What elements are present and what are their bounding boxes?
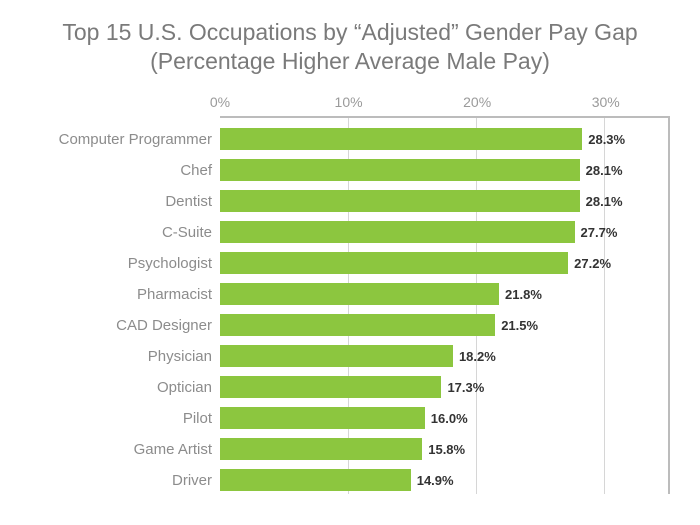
category-label: Computer Programmer: [22, 131, 212, 148]
bar-row: Pilot16.0%: [220, 405, 668, 432]
category-label: Pilot: [22, 410, 212, 427]
bar: [220, 314, 495, 336]
bar-row: Physician18.2%: [220, 343, 668, 370]
plot-area: Computer Programmer28.3% Chef28.1% Dentist…: [220, 116, 670, 494]
value-label: 21.8%: [505, 287, 542, 302]
bar-row: Pharmacist21.8%: [220, 281, 668, 308]
value-label: 27.7%: [581, 225, 618, 240]
bar-row: Driver14.9%: [220, 467, 668, 494]
value-label: 21.5%: [501, 318, 538, 333]
category-label: Game Artist: [22, 441, 212, 458]
x-tick-label: 10%: [335, 94, 363, 110]
bar: [220, 221, 575, 243]
value-label: 15.8%: [428, 442, 465, 457]
category-label: Dentist: [22, 193, 212, 210]
bar: [220, 190, 580, 212]
bar: [220, 469, 411, 491]
bar: [220, 283, 499, 305]
chart-wrap: 0% 10% 20% 30% Computer Programmer28.3% Chef…: [30, 94, 670, 494]
x-tick-label: 0%: [210, 94, 230, 110]
bar-row: Computer Programmer28.3%: [220, 126, 668, 153]
category-label: CAD Designer: [22, 317, 212, 334]
category-label: Psychologist: [22, 255, 212, 272]
bar: [220, 407, 425, 429]
x-tick-label: 20%: [463, 94, 491, 110]
x-axis-ticks: 0%10%20%30%: [220, 94, 670, 116]
bar-row: Optician17.3%: [220, 374, 668, 401]
chart-title-line-1: Top 15 U.S. Occupations by “Adjusted” Ge…: [62, 19, 637, 45]
bar-row: Psychologist27.2%: [220, 250, 668, 277]
bar-row: C-Suite27.7%: [220, 219, 668, 246]
category-label: Optician: [22, 379, 212, 396]
bar-row: Game Artist15.8%: [220, 436, 668, 463]
bar: [220, 252, 568, 274]
value-label: 27.2%: [574, 256, 611, 271]
chart-title: Top 15 U.S. Occupations by “Adjusted” Ge…: [0, 0, 700, 76]
category-label: Pharmacist: [22, 286, 212, 303]
chart-title-line-2: (Percentage Higher Average Male Pay): [150, 48, 550, 74]
category-label: Physician: [22, 348, 212, 365]
category-label: Driver: [22, 472, 212, 489]
value-label: 16.0%: [431, 411, 468, 426]
bar-row: Dentist28.1%: [220, 188, 668, 215]
value-label: 14.9%: [417, 473, 454, 488]
bar-row: Chef28.1%: [220, 157, 668, 184]
bar: [220, 128, 582, 150]
bar-row: CAD Designer21.5%: [220, 312, 668, 339]
value-label: 28.1%: [586, 163, 623, 178]
bar: [220, 159, 580, 181]
value-label: 17.3%: [447, 380, 484, 395]
bar: [220, 438, 422, 460]
value-label: 28.1%: [586, 194, 623, 209]
category-label: C-Suite: [22, 224, 212, 241]
category-label: Chef: [22, 162, 212, 179]
value-label: 28.3%: [588, 132, 625, 147]
x-tick-label: 30%: [592, 94, 620, 110]
bar: [220, 345, 453, 367]
value-label: 18.2%: [459, 349, 496, 364]
bar: [220, 376, 441, 398]
